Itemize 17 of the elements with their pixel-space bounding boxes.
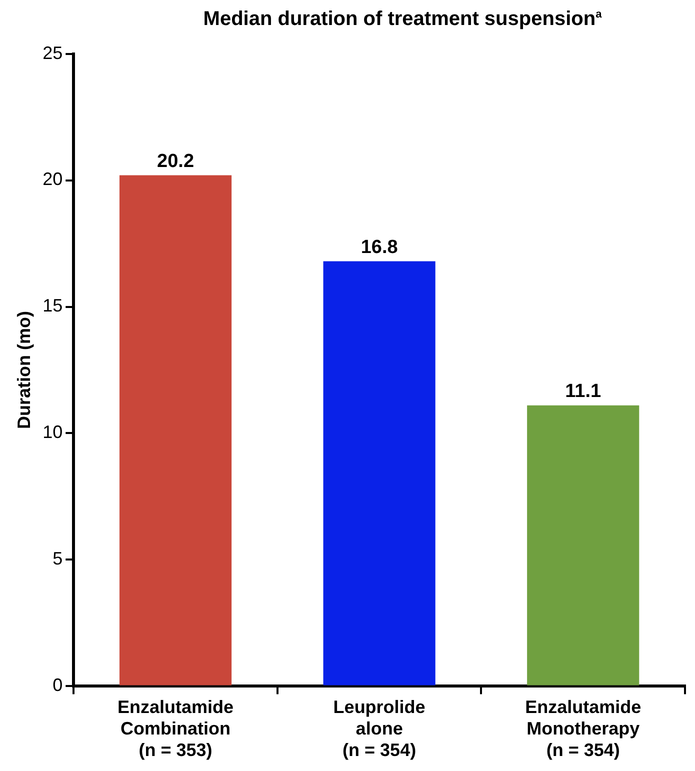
y-tick-label: 15 (42, 296, 63, 316)
y-tick-label: 0 (52, 675, 63, 696)
bar (323, 261, 436, 686)
chart-title: Median duration of treatment suspension$^{a}$ (202, 8, 603, 31)
y-tick-label: 25 (42, 42, 63, 63)
y-axis-title: Duration (mo) (14, 311, 34, 429)
data-label: 11.1 (565, 381, 602, 402)
x-tick-label: Leuprolide alone (n = 354) (333, 696, 426, 760)
bar (527, 405, 640, 686)
y-tick-label: 20 (42, 169, 63, 190)
y-tick-label: 10 (42, 422, 63, 442)
bar (119, 175, 232, 686)
data-label: 20.2 (157, 150, 194, 172)
x-tick-label: Enzalutamide Monotherapy (n = 354) (525, 696, 642, 760)
y-tick-label: 5 (52, 548, 63, 569)
data-label: 16.8 (360, 236, 398, 258)
x-tick-label: Enzalutamide Combination (n = 353) (118, 696, 234, 760)
